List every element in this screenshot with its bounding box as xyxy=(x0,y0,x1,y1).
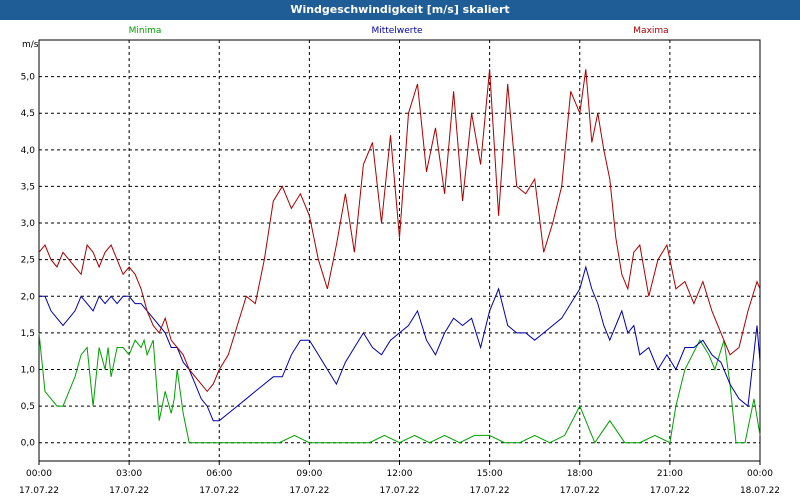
y-tick-label: 0,5 xyxy=(21,402,35,412)
y-axis-unit-label: m/s xyxy=(22,40,39,50)
legend-label: Maxima xyxy=(633,26,668,36)
x-tick-date-label: 17.07.22 xyxy=(199,486,239,496)
y-tick-label: 3,0 xyxy=(21,219,36,229)
series-line-minima xyxy=(38,332,761,444)
x-tick-time-label: 15:00 xyxy=(477,469,503,479)
x-tick-date-label: 18.07.22 xyxy=(740,486,780,496)
x-tick-time-label: 21:00 xyxy=(657,469,683,479)
x-tick-time-label: 00:00 xyxy=(26,469,52,479)
wind-speed-chart: 0,0 0,5 1,0 1,5 2,0 2,5 3,0 3,5 4,0 4,5 5,0 00:00 17… xyxy=(19,26,780,496)
y-tick-label: 4,5 xyxy=(21,109,35,119)
y-tick-label: 0,0 xyxy=(21,439,36,449)
y-tick-label: 2,0 xyxy=(21,292,36,302)
y-tick-label: 1,0 xyxy=(21,365,36,375)
series-line-mittelwerte xyxy=(39,265,761,422)
x-tick-time-label: 18:00 xyxy=(567,469,593,479)
x-tick-date-label: 17.07.22 xyxy=(109,486,149,496)
x-tick-date-label: 17.07.22 xyxy=(650,486,690,496)
y-tick-label: 2,5 xyxy=(21,256,35,266)
chart-title-bar: Windgeschwindigkeit [m/s] skaliert xyxy=(0,0,800,20)
x-tick-date-label: 17.07.22 xyxy=(289,486,329,496)
y-tick-label: 1,5 xyxy=(21,329,35,339)
x-tick-time-label: 03:00 xyxy=(116,469,142,479)
y-tick-label: 5,0 xyxy=(21,73,36,83)
legend-label: Mittelwerte xyxy=(371,26,422,36)
x-tick-date-label: 17.07.22 xyxy=(379,486,419,496)
chart-title: Windgeschwindigkeit [m/s] skaliert xyxy=(290,3,510,16)
series-line-maxima xyxy=(38,69,761,393)
x-tick-date-label: 17.07.22 xyxy=(19,486,59,496)
x-tick-date-label: 17.07.22 xyxy=(470,486,510,496)
x-tick-time-label: 09:00 xyxy=(296,469,322,479)
x-tick-time-label: 12:00 xyxy=(387,469,413,479)
x-tick-date-label: 17.07.22 xyxy=(560,486,600,496)
legend-label: Minima xyxy=(129,26,162,36)
y-tick-label: 3,5 xyxy=(21,182,35,192)
x-tick-time-label: 00:00 xyxy=(747,469,773,479)
y-tick-label: 4,0 xyxy=(21,146,36,156)
x-tick-time-label: 06:00 xyxy=(206,469,232,479)
